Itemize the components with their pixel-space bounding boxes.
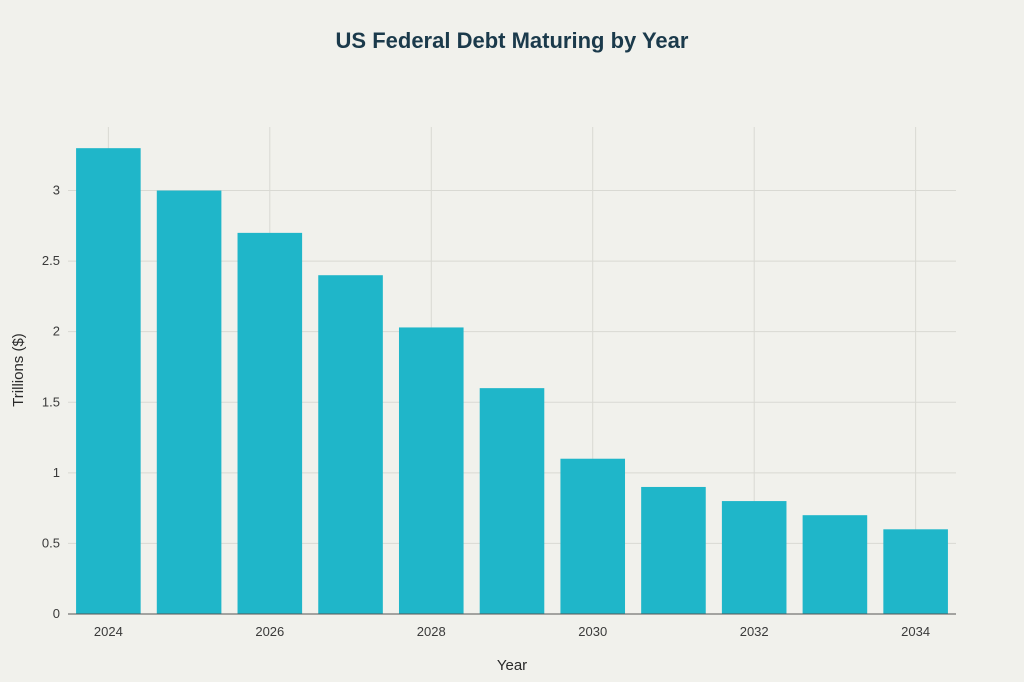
- x-tick-label: 2026: [255, 624, 284, 639]
- bar-2024: [76, 148, 141, 614]
- bars-layer: [76, 148, 948, 615]
- bar-2025: [156, 190, 222, 615]
- bar-2034: [883, 529, 948, 614]
- bar-2032: [721, 501, 787, 614]
- bar-2027: [318, 275, 383, 614]
- y-tick-label: 0.5: [42, 535, 60, 550]
- chart-title: US Federal Debt Maturing by Year: [335, 28, 689, 53]
- bar-2029: [479, 388, 545, 614]
- y-tick-label: 1.5: [42, 394, 60, 409]
- y-axis-title: Trillions ($): [10, 333, 27, 407]
- axis-layer: 0 0.5 1 1.5 2 2.5 3 2024 2026 2028 2030 2032 2034: [42, 183, 956, 639]
- x-tick-label: 2024: [94, 624, 123, 639]
- y-tick-label: 2: [53, 324, 60, 339]
- x-tick-label: 2034: [901, 624, 930, 639]
- y-tick-label: 0: [53, 606, 60, 621]
- x-tick-label: 2030: [578, 624, 607, 639]
- x-tick-label: 2028: [417, 624, 446, 639]
- bar-2033: [802, 515, 868, 614]
- bar-2028: [398, 327, 464, 614]
- bar-2026: [237, 232, 303, 614]
- y-tick-label: 2.5: [42, 253, 60, 268]
- bar-2030: [560, 458, 626, 614]
- x-axis-title: Year: [497, 657, 527, 674]
- y-tick-label: 1: [53, 465, 60, 480]
- bar-2031: [641, 486, 706, 614]
- y-tick-label: 3: [53, 183, 60, 198]
- x-tick-label: 2032: [740, 624, 769, 639]
